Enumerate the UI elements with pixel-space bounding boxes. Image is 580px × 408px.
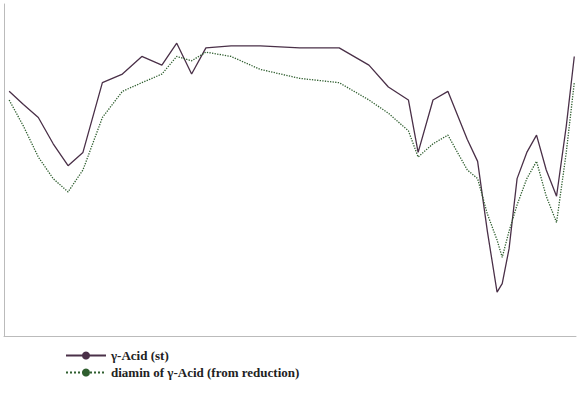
svg-text:γ-Acid (st): γ-Acid (st)	[110, 348, 169, 363]
svg-text:diamin of γ-Acid (from reducti: diamin of γ-Acid (from reduction)	[111, 365, 299, 380]
